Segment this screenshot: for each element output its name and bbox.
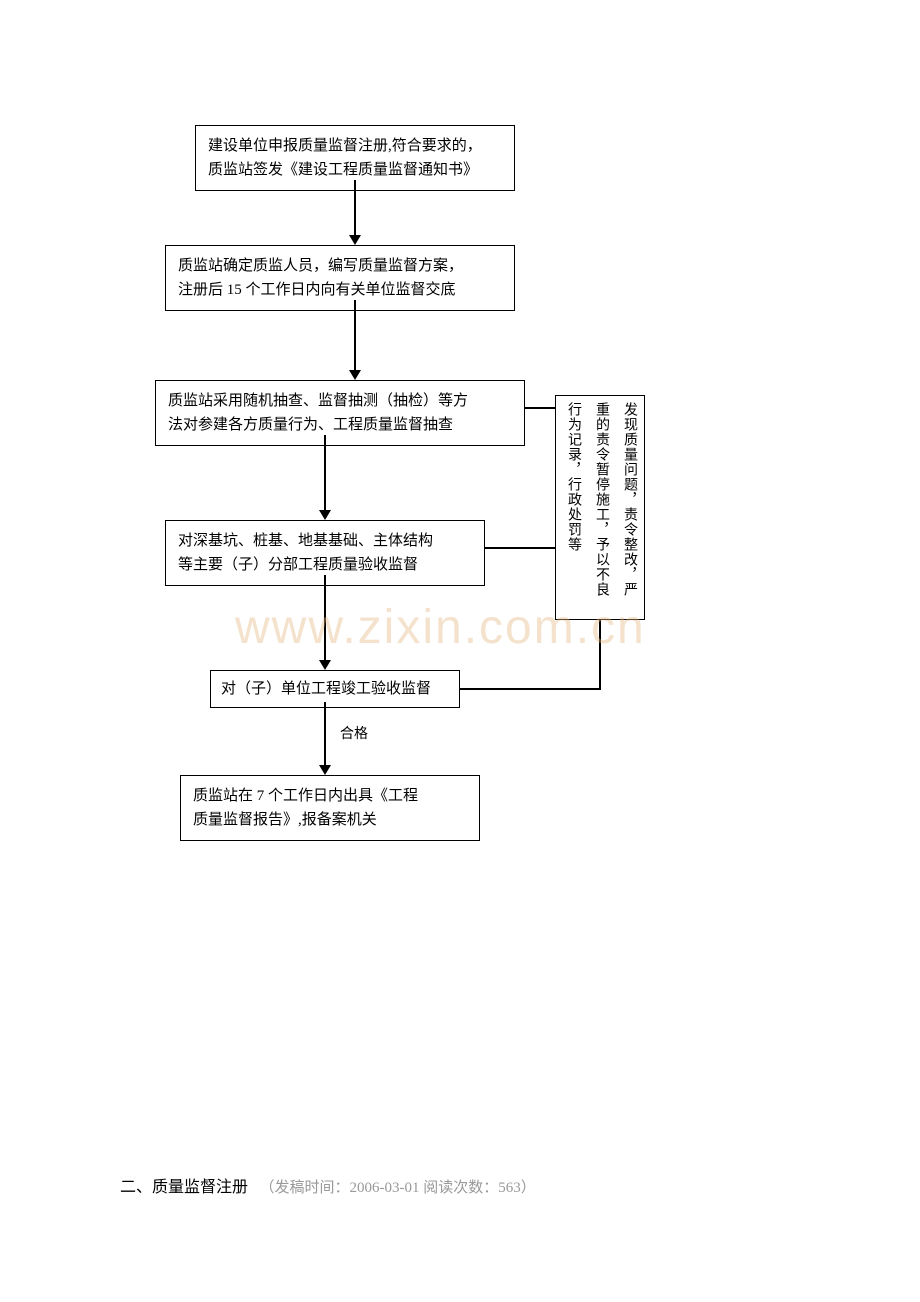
node-text: 对深基坑、桩基、地基基础、主体结构 [178, 533, 433, 549]
node-text: 质监站签发《建设工程质量监督通知书》 [208, 162, 478, 178]
arrow-line [324, 702, 326, 765]
footer-section: 二、质量监督注册 （发稿时间：2006-03-01 阅读次数：563） [120, 1173, 536, 1197]
node-text: 质监站在 7 个工作日内出具《工程 [193, 788, 418, 804]
arrow-line [354, 300, 356, 370]
connector-line [599, 620, 601, 690]
arrow-line [324, 575, 326, 660]
vtext-col1: 发现质量问题，责令整改，严 [619, 402, 640, 597]
footer-meta: （发稿时间：2006-03-01 阅读次数：563） [252, 1180, 536, 1196]
arrow-line [354, 180, 356, 235]
node-text: 注册后 15 个工作日内向有关单位监督交底 [178, 282, 456, 298]
arrow-head [319, 765, 331, 775]
node-text: 质监站确定质监人员，编写质量监督方案， [178, 258, 463, 274]
footer-title: 二、质量监督注册 [120, 1179, 248, 1196]
connector-line [460, 688, 600, 690]
arrow-head [319, 510, 331, 520]
node-penalty: 发现质量问题，责令整改，严 重的责令暂停施工，予以不良 行为记录，行政处罚等 [555, 395, 645, 620]
node-text: 建设单位申报质量监督注册,符合要求的， [208, 138, 482, 154]
vtext-col2: 重的责令暂停施工，予以不良 [591, 402, 612, 597]
flowchart-container: 建设单位申报质量监督注册,符合要求的， 质监站签发《建设工程质量监督通知书》 质… [155, 125, 775, 905]
arrow-head [319, 660, 331, 670]
node-text: 质监站采用随机抽查、监督抽测（抽检）等方 [168, 393, 468, 409]
node-report: 质监站在 7 个工作日内出具《工程 质量监督报告》,报备案机关 [180, 775, 480, 841]
node-text: 质量监督报告》,报备案机关 [193, 812, 377, 828]
connector-line [485, 547, 555, 549]
node-completion-check: 对（子）单位工程竣工验收监督 [210, 670, 460, 708]
arrow-line [324, 435, 326, 510]
node-text: 等主要（子）分部工程质量验收监督 [178, 557, 418, 573]
node-text: 对（子）单位工程竣工验收监督 [221, 681, 431, 697]
edge-label-pass: 合格 [340, 723, 368, 743]
arrow-head [349, 235, 361, 245]
node-text: 法对参建各方质量行为、工程质量监督抽查 [168, 417, 453, 433]
arrow-head [349, 370, 361, 380]
node-random-check: 质监站采用随机抽查、监督抽测（抽检）等方 法对参建各方质量行为、工程质量监督抽查 [155, 380, 525, 446]
node-plan: 质监站确定质监人员，编写质量监督方案， 注册后 15 个工作日内向有关单位监督交… [165, 245, 515, 311]
connector-line [525, 407, 555, 409]
vtext-col3: 行为记录，行政处罚等 [563, 402, 584, 552]
